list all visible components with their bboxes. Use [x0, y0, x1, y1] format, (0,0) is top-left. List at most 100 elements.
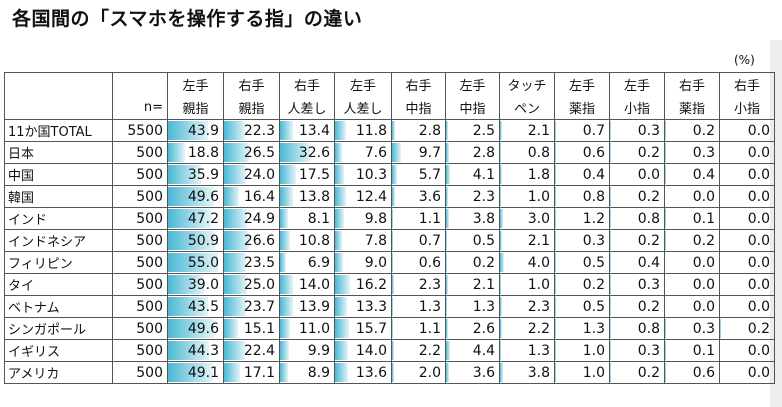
value-bar: [610, 319, 611, 338]
value-cell: 13.4: [279, 119, 335, 142]
column-header-bottom: 親指: [167, 96, 224, 120]
table-row: インド 500 47.2 24.9 8.1 9.8 1.1 3.8 3.0 1.2 0.8 0.1 0.…: [4, 207, 775, 230]
value-number: 24.0: [243, 166, 275, 183]
value-number: 0.4: [692, 166, 715, 183]
value-cell: 0.4: [609, 251, 665, 274]
row-label: インドネシア: [4, 229, 113, 252]
column-header-top: 右手: [223, 72, 280, 96]
value-bar: [500, 319, 502, 338]
header-blank: [4, 72, 113, 96]
value-cell: 23.5: [223, 251, 280, 274]
row-n: 500: [112, 339, 168, 362]
value-number: 2.5: [472, 122, 495, 139]
value-bar: [168, 143, 186, 162]
value-bar: [224, 363, 240, 382]
value-cell: 2.3: [499, 295, 555, 318]
value-number: 9.7: [418, 144, 441, 161]
value-number: 0.5: [582, 254, 605, 271]
value-cell: 0.2: [609, 229, 665, 252]
value-number: 1.8: [527, 166, 550, 183]
value-cell: 3.6: [445, 361, 500, 384]
value-number: 0.0: [692, 188, 715, 205]
value-number: 0.3: [637, 276, 660, 293]
value-number: 3.6: [418, 188, 441, 205]
value-number: 0.2: [637, 298, 660, 315]
value-bar: [500, 143, 501, 162]
value-cell: 0.0: [664, 251, 720, 274]
value-cell: 0.6: [664, 361, 720, 384]
value-number: 3.8: [527, 364, 550, 381]
value-number: 13.3: [355, 298, 387, 315]
table-body: 11か国TOTAL 5500 43.9 22.3 13.4 11.8 2.8 2.5 2.1 0.…: [4, 119, 775, 384]
value-cell: 10.3: [334, 163, 392, 186]
value-bar: [500, 275, 501, 294]
value-number: 0.3: [637, 342, 660, 359]
value-cell: 9.0: [334, 251, 392, 274]
value-cell: 44.3: [167, 339, 224, 362]
value-bar: [500, 363, 504, 382]
value-cell: 0.5: [445, 229, 500, 252]
value-number: 1.0: [527, 188, 550, 205]
value-cell: 18.8: [167, 141, 224, 164]
value-number: 11.8: [355, 122, 387, 139]
value-number: 8.1: [307, 210, 330, 227]
column-header-top: 右手: [391, 72, 446, 96]
column-header-bottom: 小指: [609, 96, 665, 120]
value-cell: 0.0: [719, 251, 775, 274]
value-cell: 0.3: [609, 339, 665, 362]
value-cell: 0.4: [664, 163, 720, 186]
value-cell: 26.5: [223, 141, 280, 164]
value-number: 0.0: [692, 276, 715, 293]
value-cell: 0.3: [554, 229, 610, 252]
value-number: 0.0: [747, 298, 770, 315]
value-bar: [280, 187, 293, 206]
value-cell: 22.3: [223, 119, 280, 142]
value-bar: [555, 143, 556, 162]
value-number: 1.0: [582, 364, 605, 381]
value-number: 13.6: [355, 364, 387, 381]
value-bar: [280, 319, 291, 338]
value-cell: 23.7: [223, 295, 280, 318]
value-bar: [168, 187, 214, 206]
value-bar: [224, 231, 249, 250]
value-number: 0.0: [747, 254, 770, 271]
value-cell: 2.0: [391, 361, 446, 384]
value-cell: 0.3: [664, 317, 720, 340]
row-label: 11か国TOTAL: [4, 119, 113, 142]
value-bar: [500, 253, 504, 272]
value-cell: 16.4: [223, 185, 280, 208]
column-header-top: 左手: [554, 72, 610, 96]
column-header-bottom: 小指: [719, 96, 775, 120]
value-number: 50.9: [187, 232, 219, 249]
value-cell: 17.1: [223, 361, 280, 384]
value-number: 12.4: [355, 188, 387, 205]
value-bar: [335, 253, 344, 272]
value-bar: [335, 209, 344, 228]
value-number: 0.3: [637, 122, 660, 139]
value-cell: 2.1: [499, 119, 555, 142]
value-bar: [392, 297, 394, 316]
value-number: 0.0: [692, 298, 715, 315]
column-header-bottom: ペン: [499, 96, 555, 120]
value-bar: [392, 187, 396, 206]
table-row: 11か国TOTAL 5500 43.9 22.3 13.4 11.8 2.8 2.5 2.1 0.…: [4, 119, 775, 142]
value-number: 1.0: [527, 276, 550, 293]
column-header-top: タッチ: [499, 72, 555, 96]
row-label: アメリカ: [4, 361, 113, 384]
value-bar: [280, 231, 291, 250]
value-bar: [446, 165, 450, 184]
value-number: 0.1: [692, 342, 715, 359]
value-cell: 0.8: [609, 207, 665, 230]
value-bar: [392, 143, 402, 162]
value-bar: [392, 121, 395, 140]
value-number: 5.7: [418, 166, 441, 183]
value-cell: 49.6: [167, 317, 224, 340]
value-bar: [500, 165, 502, 184]
row-n: 500: [112, 207, 168, 230]
value-number: 0.2: [637, 364, 660, 381]
column-header-top: 左手: [609, 72, 665, 96]
value-cell: 43.9: [167, 119, 224, 142]
value-bar: [392, 253, 393, 272]
value-cell: 11.0: [279, 317, 335, 340]
column-header-bottom: 薬指: [664, 96, 720, 120]
